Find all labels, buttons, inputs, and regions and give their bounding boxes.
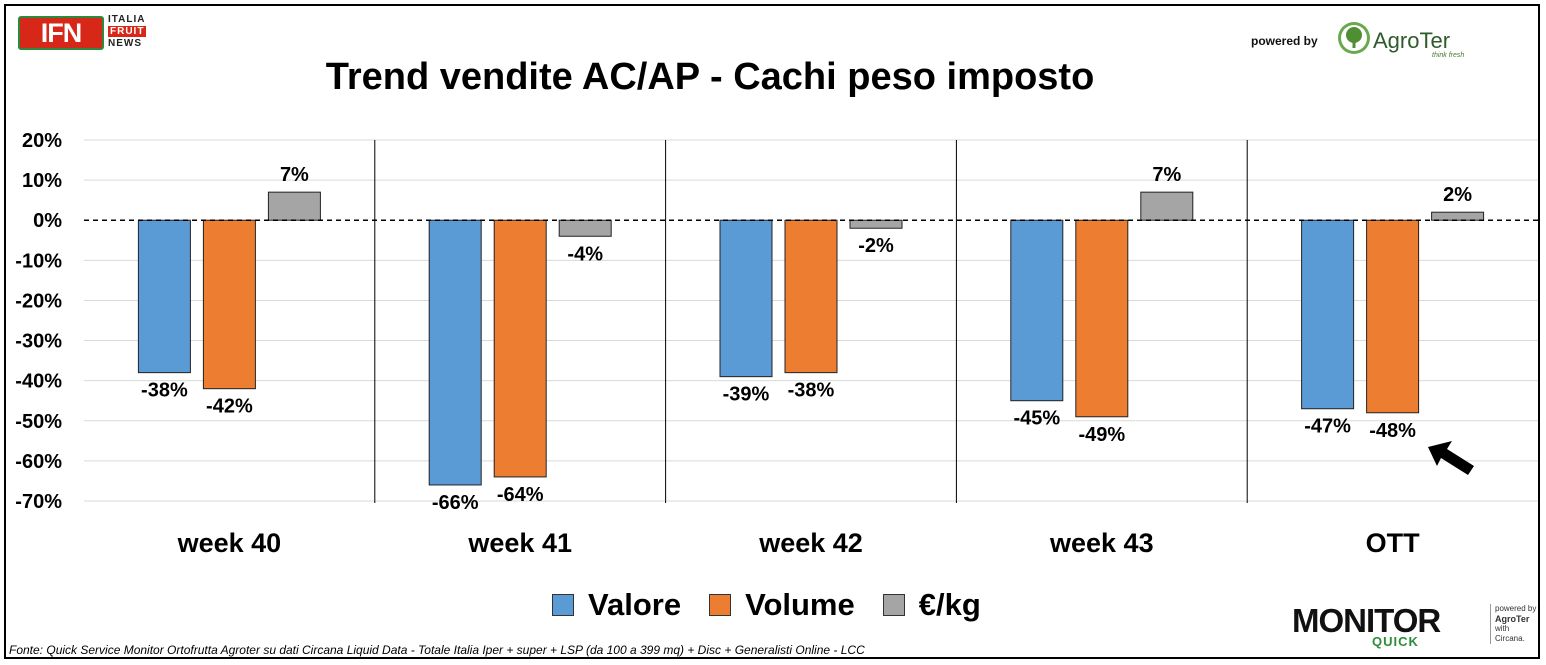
data-label: -42% (206, 396, 253, 418)
data-label: 7% (1152, 164, 1181, 186)
y-tick-label: 0% (33, 210, 62, 232)
data-label: -66% (432, 492, 479, 514)
bar-volume-1 (202, 219, 256, 390)
y-tick-label: -30% (15, 331, 62, 353)
ifn-word-3: NEWS (108, 38, 142, 49)
chart-title: Trend vendite AC/AP - Cachi peso imposto (325, 56, 1095, 98)
legend-item-volume: Volume (709, 587, 855, 623)
legend-label-eur-kg: €/kg (918, 587, 981, 622)
bar-volume-3 (784, 219, 838, 374)
y-tick-label: -50% (15, 411, 62, 433)
bar-valore-3 (719, 219, 773, 378)
data-label: -38% (141, 380, 188, 402)
monitor-word: MONITOR (1292, 602, 1441, 639)
monitor-side-1: powered by (1495, 604, 1537, 613)
data-label: -2% (858, 235, 894, 257)
y-tick-label: -60% (15, 451, 62, 473)
ifn-logo-words: ITALIA FRUIT NEWS (108, 14, 147, 50)
agroter-tree-icon (1338, 22, 1370, 54)
category-label: week 42 (758, 528, 863, 558)
data-label: 2% (1443, 184, 1472, 206)
y-tick-label: -10% (15, 250, 62, 272)
powered-by-label: powered by (1251, 34, 1318, 48)
bar-valore-4 (1010, 219, 1064, 402)
data-label: -49% (1078, 424, 1125, 446)
monitor-side-text: powered by AgroTer with Circana. (1490, 604, 1541, 644)
bar-kg-5 (1431, 211, 1485, 221)
legend-label-volume: Volume (745, 587, 855, 622)
chart-legend: Valore Volume €/kg (552, 587, 1009, 623)
monitor-quick-logo: MONITOR QUICK powered by AgroTer with Ci… (1292, 600, 1537, 654)
data-label: 7% (280, 164, 309, 186)
ifn-word-1: ITALIA (108, 14, 146, 25)
data-label: -4% (567, 243, 603, 265)
agroter-tagline: think fresh (1432, 52, 1465, 59)
y-tick-label: -20% (15, 290, 62, 312)
ifn-logo: IFN ITALIA FRUIT NEWS (18, 14, 168, 54)
data-label: -47% (1304, 416, 1351, 438)
monitor-side-4: Circana. (1495, 634, 1525, 643)
monitor-side-3: with (1495, 624, 1510, 633)
bar-volume-5 (1366, 219, 1420, 414)
category-label: week 43 (1049, 528, 1154, 558)
bar-valore-1 (137, 219, 191, 374)
y-tick-label: -70% (15, 491, 62, 513)
category-label: week 41 (467, 528, 572, 558)
source-note: Fonte: Quick Service Monitor Ortofrutta … (9, 643, 865, 657)
bar-kg-2 (558, 219, 612, 237)
data-label: -48% (1369, 420, 1416, 442)
legend-swatch-valore (552, 594, 574, 616)
y-tick-label: -40% (15, 371, 62, 393)
legend-item-valore: Valore (552, 587, 681, 623)
agroter-name: AgroTer (1373, 28, 1451, 53)
monitor-side-2: AgroTer (1495, 614, 1530, 624)
ifn-word-2: FRUIT (108, 26, 147, 37)
category-label: week 40 (177, 528, 282, 558)
agroter-logo (1336, 20, 1486, 60)
bar-kg-4 (1140, 191, 1194, 221)
legend-swatch-eur-kg (882, 594, 905, 616)
ifn-logo-mark: IFN (18, 16, 104, 50)
bar-kg-3 (849, 219, 903, 229)
monitor-quick-word: QUICK (1372, 634, 1419, 649)
bar-valore-2 (428, 219, 482, 486)
data-label: -38% (788, 380, 835, 402)
y-tick-label: 10% (22, 170, 62, 192)
y-tick-label: 20% (22, 130, 62, 152)
pointer-arrow-icon (1428, 441, 1474, 475)
legend-swatch-volume (709, 594, 732, 616)
bar-valore-5 (1301, 219, 1355, 410)
bar-volume-2 (493, 219, 547, 478)
data-label: -64% (497, 484, 544, 506)
category-label: OTT (1366, 528, 1420, 558)
bar-kg-1 (267, 191, 321, 221)
bar-volume-4 (1075, 219, 1129, 418)
data-label: -45% (1013, 408, 1060, 430)
legend-item-eur-kg: €/kg (882, 587, 981, 623)
legend-label-valore: Valore (588, 587, 682, 622)
data-label: -39% (723, 384, 770, 406)
